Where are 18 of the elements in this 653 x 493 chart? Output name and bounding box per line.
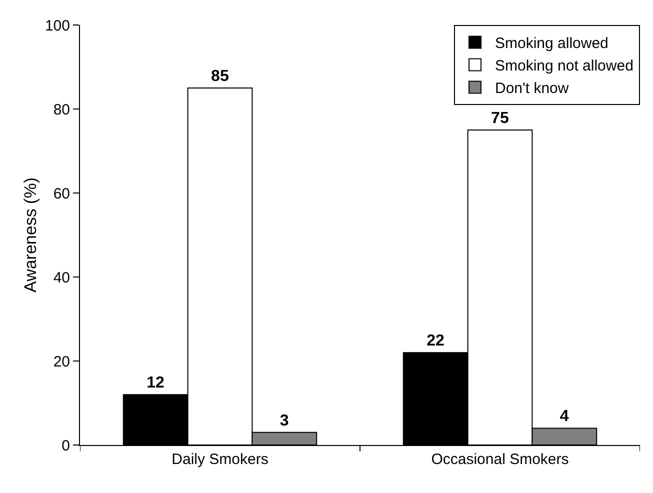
x-tick-label: Daily Smokers — [172, 451, 268, 468]
y-tick-label: 20 — [53, 353, 70, 370]
x-tick-label: Occasional Smokers — [431, 451, 569, 468]
y-tick-label: 60 — [53, 185, 70, 202]
data-label: 3 — [280, 412, 289, 430]
y-tick-label: 40 — [53, 269, 70, 286]
data-label: 75 — [491, 110, 509, 127]
legend-label: Smoking not allowed — [495, 58, 634, 75]
y-axis-title: Awareness (%) — [21, 178, 40, 292]
data-label: 4 — [560, 408, 569, 426]
data-label: 85 — [211, 68, 229, 85]
y-tick-label: 0 — [62, 437, 70, 454]
data-label: 12 — [146, 374, 165, 392]
legend-label: Smoking allowed — [495, 35, 608, 52]
y-tick-label: 80 — [53, 101, 70, 118]
y-tick-label: 100 — [44, 17, 70, 34]
legend-label: Don't know — [495, 80, 569, 98]
data-label: 22 — [426, 332, 445, 350]
